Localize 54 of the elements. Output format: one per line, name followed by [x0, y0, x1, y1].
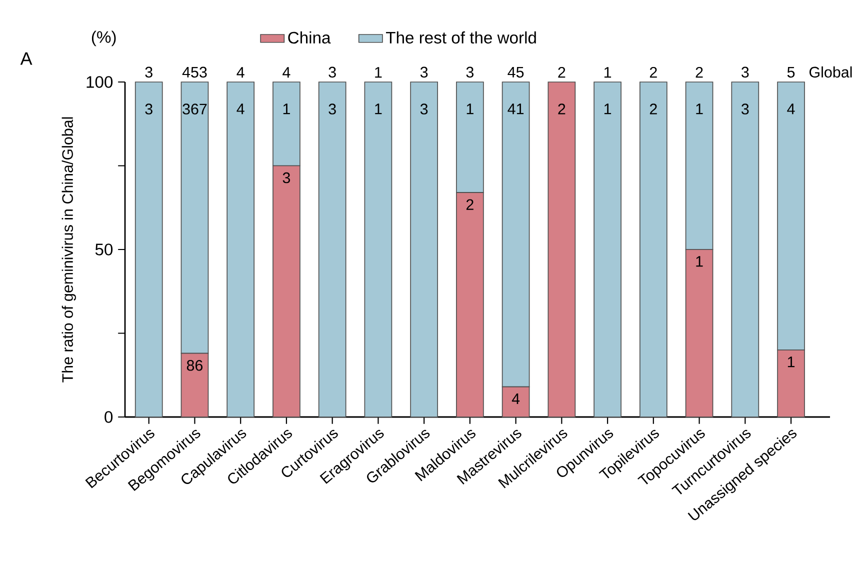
bar — [318, 82, 346, 418]
annotation: 4 — [236, 67, 244, 78]
bar — [731, 82, 760, 418]
annotation: 86 — [186, 360, 203, 371]
annotation: 1 — [375, 67, 382, 78]
annotation: 41 — [508, 104, 524, 114]
y-axis-title: The ratio of geminivirus in China/Global — [62, 117, 76, 382]
bar — [134, 82, 163, 418]
annotation: 4 — [236, 104, 244, 114]
text: (%) — [92, 30, 116, 46]
annotation: 3 — [742, 66, 749, 78]
text: A — [20, 52, 32, 65]
annotation: 1 — [696, 256, 703, 267]
annotation: 3 — [420, 104, 428, 114]
annotation: 4 — [787, 104, 795, 114]
annotation: 3 — [420, 66, 428, 78]
bar — [640, 82, 668, 418]
annotation: 3 — [282, 172, 290, 184]
annotation: 2 — [650, 66, 657, 78]
annotation: 2 — [696, 66, 703, 78]
annotation: 1 — [788, 356, 795, 368]
annotation: 3 — [145, 104, 152, 114]
annotation: 453 — [182, 66, 207, 78]
annotation: 1 — [466, 104, 474, 114]
annotation: 45 — [508, 66, 524, 78]
annotation: 1 — [283, 104, 290, 114]
annotation: 3 — [145, 66, 152, 78]
annotation: 4 — [512, 394, 520, 404]
legend-label: China — [288, 31, 331, 44]
y-tick-label: 100 — [86, 76, 113, 88]
bar — [364, 82, 392, 418]
annotation: 1 — [696, 104, 703, 114]
annotation: 3 — [328, 104, 336, 114]
bar — [226, 82, 255, 418]
annotation: 1 — [604, 104, 612, 114]
y-tick-label: 0 — [104, 411, 113, 423]
bar — [594, 82, 622, 418]
annotation: 3 — [466, 66, 474, 78]
text: Global — [809, 66, 852, 78]
annotation: 3 — [328, 66, 336, 78]
annotation: 367 — [182, 104, 207, 114]
annotation: 2 — [558, 104, 566, 114]
annotation: 2 — [466, 199, 474, 210]
annotation: 5 — [787, 66, 795, 78]
y-tick-label: 50 — [95, 244, 113, 256]
annotation: 1 — [375, 104, 382, 114]
annotation: 2 — [650, 104, 657, 114]
annotation: 3 — [742, 104, 749, 114]
annotation: 4 — [282, 67, 290, 78]
bar — [410, 82, 438, 418]
legend-label: The rest of the world — [386, 31, 536, 44]
annotation: 1 — [604, 67, 612, 78]
bar — [548, 82, 576, 418]
annotation: 2 — [558, 66, 566, 78]
